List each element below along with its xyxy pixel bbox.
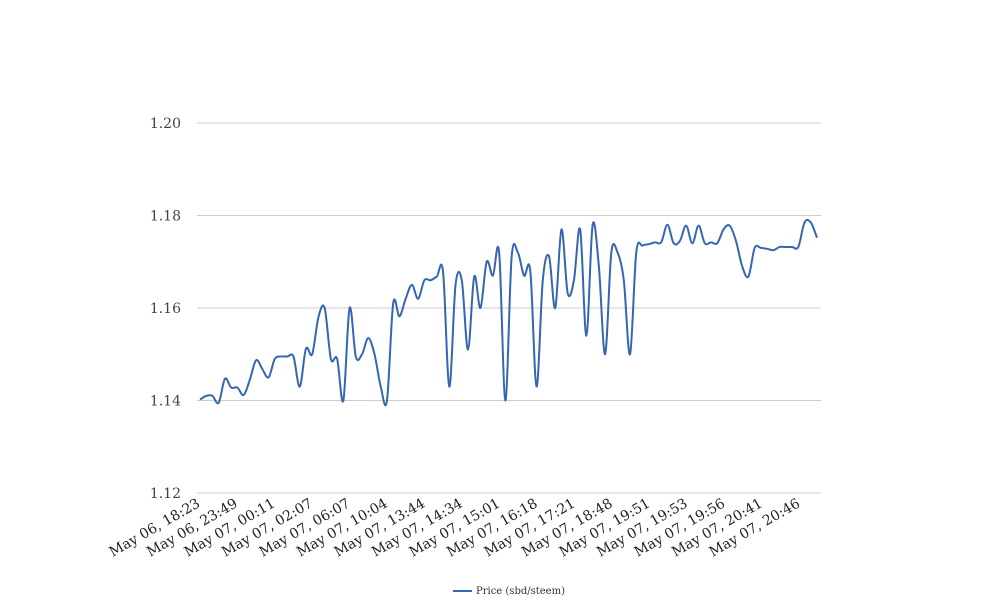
y-tick-label: 1.18: [150, 209, 181, 225]
y-tick-label: 1.20: [150, 116, 181, 132]
legend[interactable]: Price (sbd/steem): [453, 586, 565, 597]
y-tick-label: 1.16: [150, 301, 181, 317]
y-tick-label: 1.14: [150, 394, 181, 410]
series-line-price: [199, 218, 818, 407]
y-tick-label: 1.12: [150, 486, 181, 502]
y-axis-ticks: 1.20 1.18 1.16 1.14 1.12: [150, 116, 181, 502]
series-layer: [199, 218, 818, 407]
legend-label: Price (sbd/steem): [476, 586, 565, 597]
